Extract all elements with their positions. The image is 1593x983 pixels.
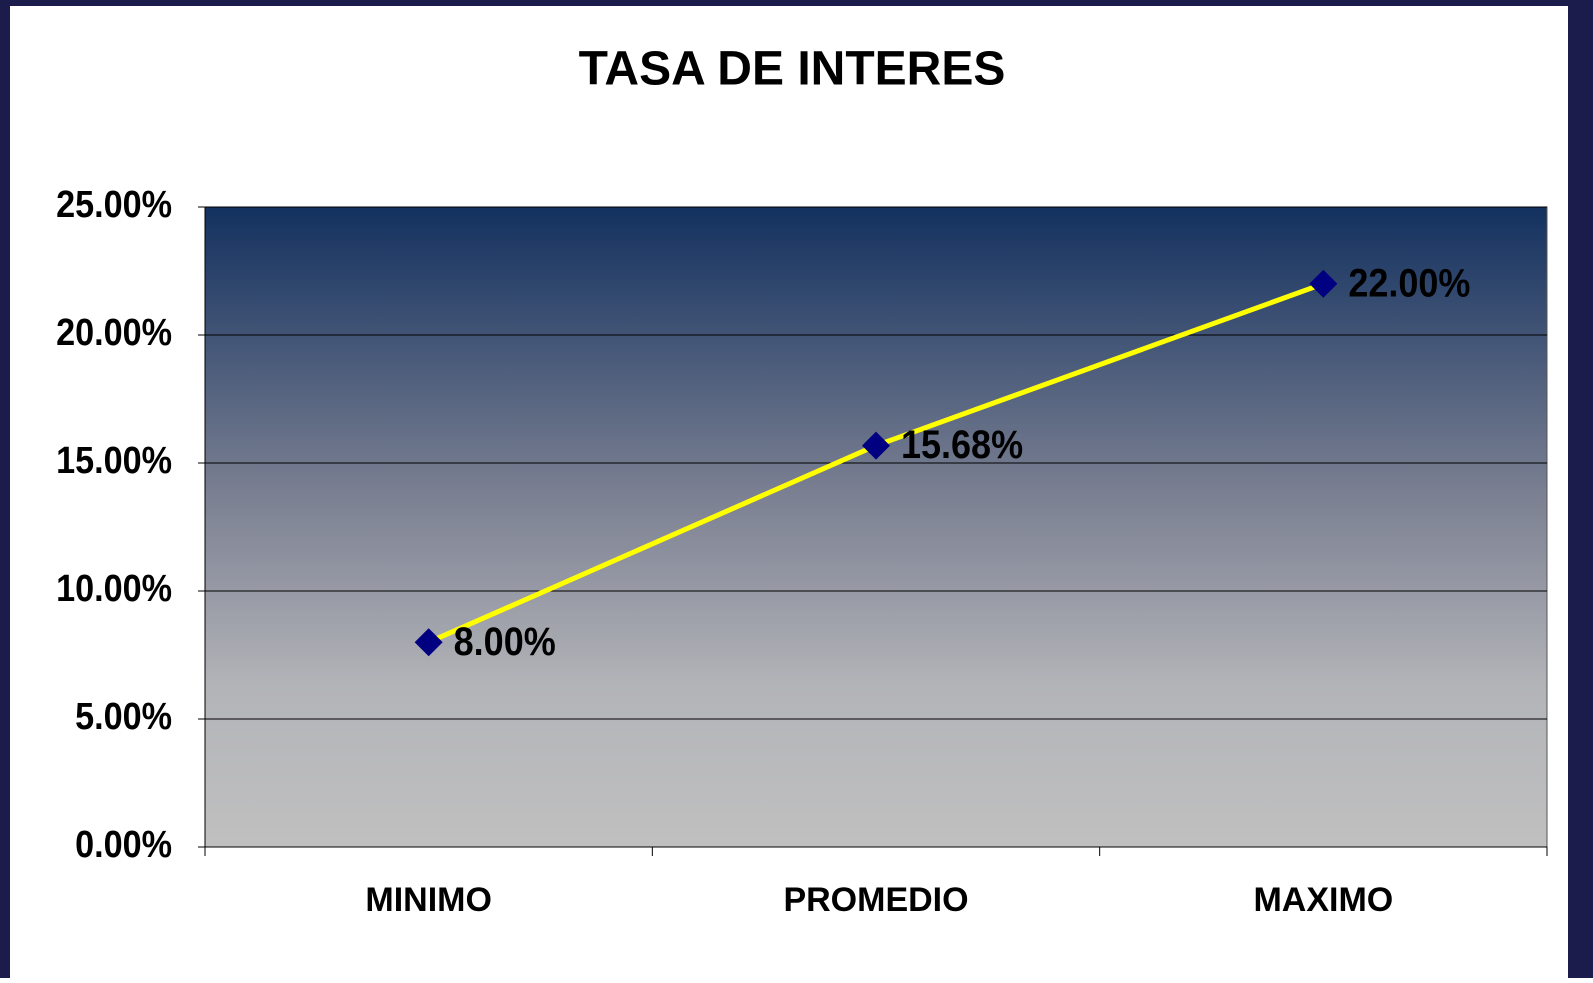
y-tick-label: 25.00% <box>56 182 172 225</box>
x-tick-label: MAXIMO <box>1253 881 1393 919</box>
data-label: 22.00% <box>1348 262 1470 306</box>
marker <box>862 431 890 460</box>
plot-area <box>204 206 1548 848</box>
chart-title: TASA DE INTERES <box>579 43 1006 96</box>
y-tick-label: 0.00% <box>75 822 172 865</box>
marker <box>1309 269 1338 298</box>
data-label: 8.00% <box>454 620 556 664</box>
y-tick-label: 10.00% <box>56 566 172 609</box>
y-tick-label: 5.00% <box>75 694 172 737</box>
marker <box>414 628 443 657</box>
x-tick-label: MINIMO <box>365 881 492 919</box>
x-tick-label: PROMEDIO <box>783 881 968 919</box>
data-label: 15.68% <box>901 423 1023 467</box>
y-tick-label: 20.00% <box>56 310 172 353</box>
y-tick-label: 15.00% <box>56 438 172 481</box>
